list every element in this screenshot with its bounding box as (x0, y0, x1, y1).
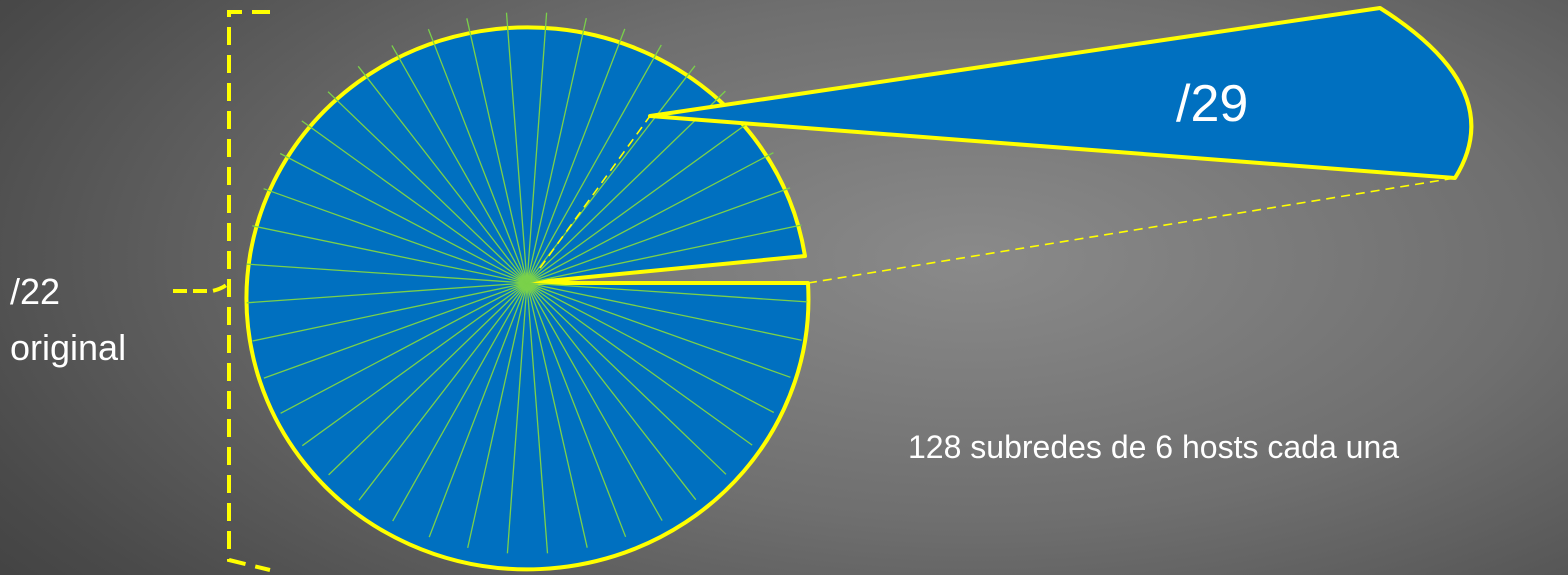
original-prefix-label: /22 (10, 271, 61, 312)
subnet-divider-line (246, 282, 528, 304)
subnet-divider-line (280, 282, 528, 414)
subnet-divider-line (526, 282, 808, 303)
subnet-divider-line (301, 282, 528, 447)
subnet-divider-line (526, 282, 802, 341)
subnet-divider-line (526, 90, 726, 284)
subnet-divider-line (526, 152, 774, 284)
subnet-divider-line (526, 119, 753, 284)
subnet-prefix-label: /29 (1176, 75, 1249, 133)
subnet-divider-line (328, 282, 528, 476)
subnet-divider-line (428, 282, 528, 538)
subnet-divider-line (526, 282, 791, 378)
extracted-subnet-wedge (648, 6, 1474, 180)
subnet-divider-line (526, 282, 697, 501)
bracket-tick (173, 281, 231, 293)
subnet-divider-line (526, 12, 548, 284)
subnet-divider-line (526, 282, 588, 548)
subnet-dividers (246, 12, 808, 554)
subnet-divider-line (526, 282, 727, 475)
subnet-divider-line (526, 282, 775, 414)
subnet-divider-line (506, 282, 528, 554)
guide-line-upper (539, 115, 651, 269)
subnet-divider-line (252, 225, 528, 284)
guide-line-lower (807, 177, 1456, 284)
subnet-divider-line (466, 18, 528, 284)
subnet-divider-line (526, 17, 587, 284)
subnet-divider-line (526, 65, 696, 284)
subnet-divider-line (246, 263, 528, 284)
subnet-caption: 128 subredes de 6 hosts cada una (908, 429, 1400, 465)
subnet-divider-line (279, 152, 528, 284)
subnet-divider-line (358, 282, 528, 501)
subnet-divider-line (526, 224, 802, 284)
subnet-divider-line (526, 187, 791, 284)
subnet-divider-line (526, 282, 753, 446)
subnet-divider-line (427, 28, 528, 284)
subnet-divider-line (526, 282, 549, 554)
subnet-divider-line (327, 91, 528, 284)
subnet-divider-line (392, 282, 528, 522)
original-network-bracket (227, 10, 271, 572)
subnet-divider-line (526, 282, 663, 521)
subnet-divider-line (467, 282, 528, 549)
subnet-divider-line (357, 65, 528, 284)
subnet-divider-line (301, 120, 528, 284)
original-network-circle (244, 25, 811, 572)
subnet-divider-line (526, 282, 627, 538)
subnet-divider-line (505, 12, 528, 284)
subnet-divider-line (391, 45, 528, 284)
subnet-divider-line (263, 282, 528, 379)
subnet-divider-line (263, 188, 528, 284)
original-word-label: original (10, 327, 127, 368)
subnet-divider-line (526, 28, 626, 284)
subnet-divider-line (252, 282, 528, 342)
subnet-divider-line (526, 44, 662, 284)
